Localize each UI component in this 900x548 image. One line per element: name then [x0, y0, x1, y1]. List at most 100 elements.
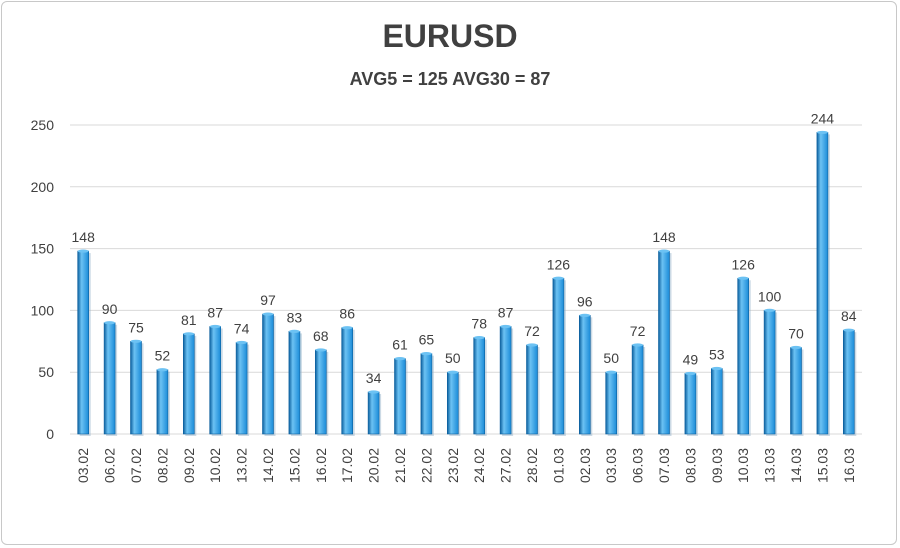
bar-top: [394, 357, 406, 361]
bar-top: [447, 370, 459, 374]
bar: [499, 326, 512, 435]
data-label: 87: [498, 304, 514, 320]
bar-top: [737, 276, 749, 280]
bar: [314, 349, 327, 435]
gridlines: [70, 124, 862, 435]
bar: [420, 353, 433, 435]
bar: [605, 371, 618, 435]
bars: [77, 130, 857, 436]
data-label: 74: [234, 321, 250, 337]
y-tick-label: 200: [31, 179, 55, 195]
data-label: 126: [732, 256, 756, 272]
x-tick-label: 09.02: [181, 448, 197, 483]
data-label: 53: [709, 346, 725, 362]
bar: [816, 132, 829, 435]
data-label: 148: [652, 229, 676, 245]
bar: [156, 369, 169, 435]
x-tick-label: 10.02: [207, 448, 223, 483]
bar-top: [500, 324, 512, 329]
x-tick-label: 03.03: [603, 448, 619, 483]
chart-subtitle: AVG5 = 125 AVG30 = 87: [349, 69, 551, 89]
bar: [341, 327, 354, 435]
bar-top: [209, 324, 221, 329]
data-label: 50: [603, 350, 619, 366]
bar-top: [552, 276, 564, 280]
y-tick-label: 150: [31, 241, 55, 257]
y-tick-label: 100: [31, 302, 55, 318]
bar-top: [77, 249, 89, 253]
x-tick-label: 16.02: [313, 448, 329, 483]
bar-top: [368, 390, 380, 394]
data-label: 100: [758, 288, 782, 304]
bar-top: [790, 345, 802, 350]
bar: [394, 358, 406, 435]
x-tick-label: 07.02: [128, 448, 144, 483]
x-tick-label: 15.03: [814, 448, 830, 483]
bar: [288, 331, 301, 435]
bar: [235, 342, 248, 435]
data-label: 75: [128, 319, 144, 335]
x-tick-label: 13.03: [762, 448, 778, 483]
bar: [658, 250, 670, 435]
x-tick-label: 02.03: [577, 448, 593, 483]
data-label: 90: [102, 301, 118, 317]
x-tick-label: 23.02: [445, 448, 461, 483]
bar: [578, 315, 591, 435]
bar-top: [156, 368, 168, 372]
bar-top: [658, 249, 670, 253]
x-axis: 03.02 06.02 07.02 08.02 09.02 10.02 13.02 14.02…: [75, 448, 857, 483]
x-tick-label: 07.03: [656, 448, 672, 483]
bar-top: [183, 332, 195, 336]
x-tick-label: 08.02: [154, 448, 170, 483]
data-label: 126: [547, 256, 571, 272]
data-label: 50: [445, 350, 461, 366]
data-label: 244: [811, 110, 835, 126]
bar-top: [104, 321, 116, 325]
data-label: 78: [471, 316, 487, 332]
bar-top: [684, 371, 696, 376]
x-tick-label: 08.03: [682, 448, 698, 483]
bar: [262, 313, 274, 435]
x-tick-label: 03.02: [75, 448, 91, 483]
bar: [209, 326, 221, 435]
y-tick-label: 0: [46, 426, 54, 442]
x-tick-label: 16.03: [841, 448, 857, 483]
data-label: 72: [524, 323, 540, 339]
data-label: 61: [392, 337, 408, 353]
y-tick-label: 250: [31, 117, 55, 133]
bar-top: [843, 328, 855, 332]
bar-top: [315, 348, 327, 352]
x-tick-label: 28.02: [524, 448, 540, 483]
x-tick-label: 14.03: [788, 448, 804, 483]
x-tick-label: 06.02: [102, 448, 118, 483]
data-label: 86: [339, 306, 355, 322]
bar: [710, 368, 723, 435]
data-label: 34: [366, 370, 382, 386]
bar-top: [764, 308, 776, 312]
bar-top: [473, 335, 485, 340]
x-tick-label: 06.03: [630, 448, 646, 483]
bar-top: [526, 343, 538, 347]
x-tick-label: 10.03: [735, 448, 751, 483]
data-labels: 148 90 75 52 81 87 74 97 83 68 86 34 61 65 50 78 87 72 126…: [72, 110, 857, 386]
y-tick-label: 50: [38, 364, 54, 380]
data-label: 148: [72, 229, 96, 245]
bar: [367, 391, 380, 435]
data-label: 72: [630, 323, 646, 339]
x-tick-label: 17.02: [339, 448, 355, 483]
bar-top: [262, 312, 274, 316]
bar-top: [236, 340, 248, 345]
bar-top: [579, 313, 591, 317]
bar: [526, 344, 538, 435]
bar-top: [711, 366, 723, 371]
bar-top: [130, 339, 142, 343]
data-label: 84: [841, 308, 857, 324]
x-tick-label: 14.02: [260, 448, 276, 483]
bar-top: [632, 343, 644, 347]
y-axis: 0 50 100 150 200 250: [31, 117, 55, 442]
bar-top: [605, 370, 617, 374]
bar: [446, 371, 459, 435]
data-label: 68: [313, 328, 329, 344]
bar: [552, 277, 565, 435]
